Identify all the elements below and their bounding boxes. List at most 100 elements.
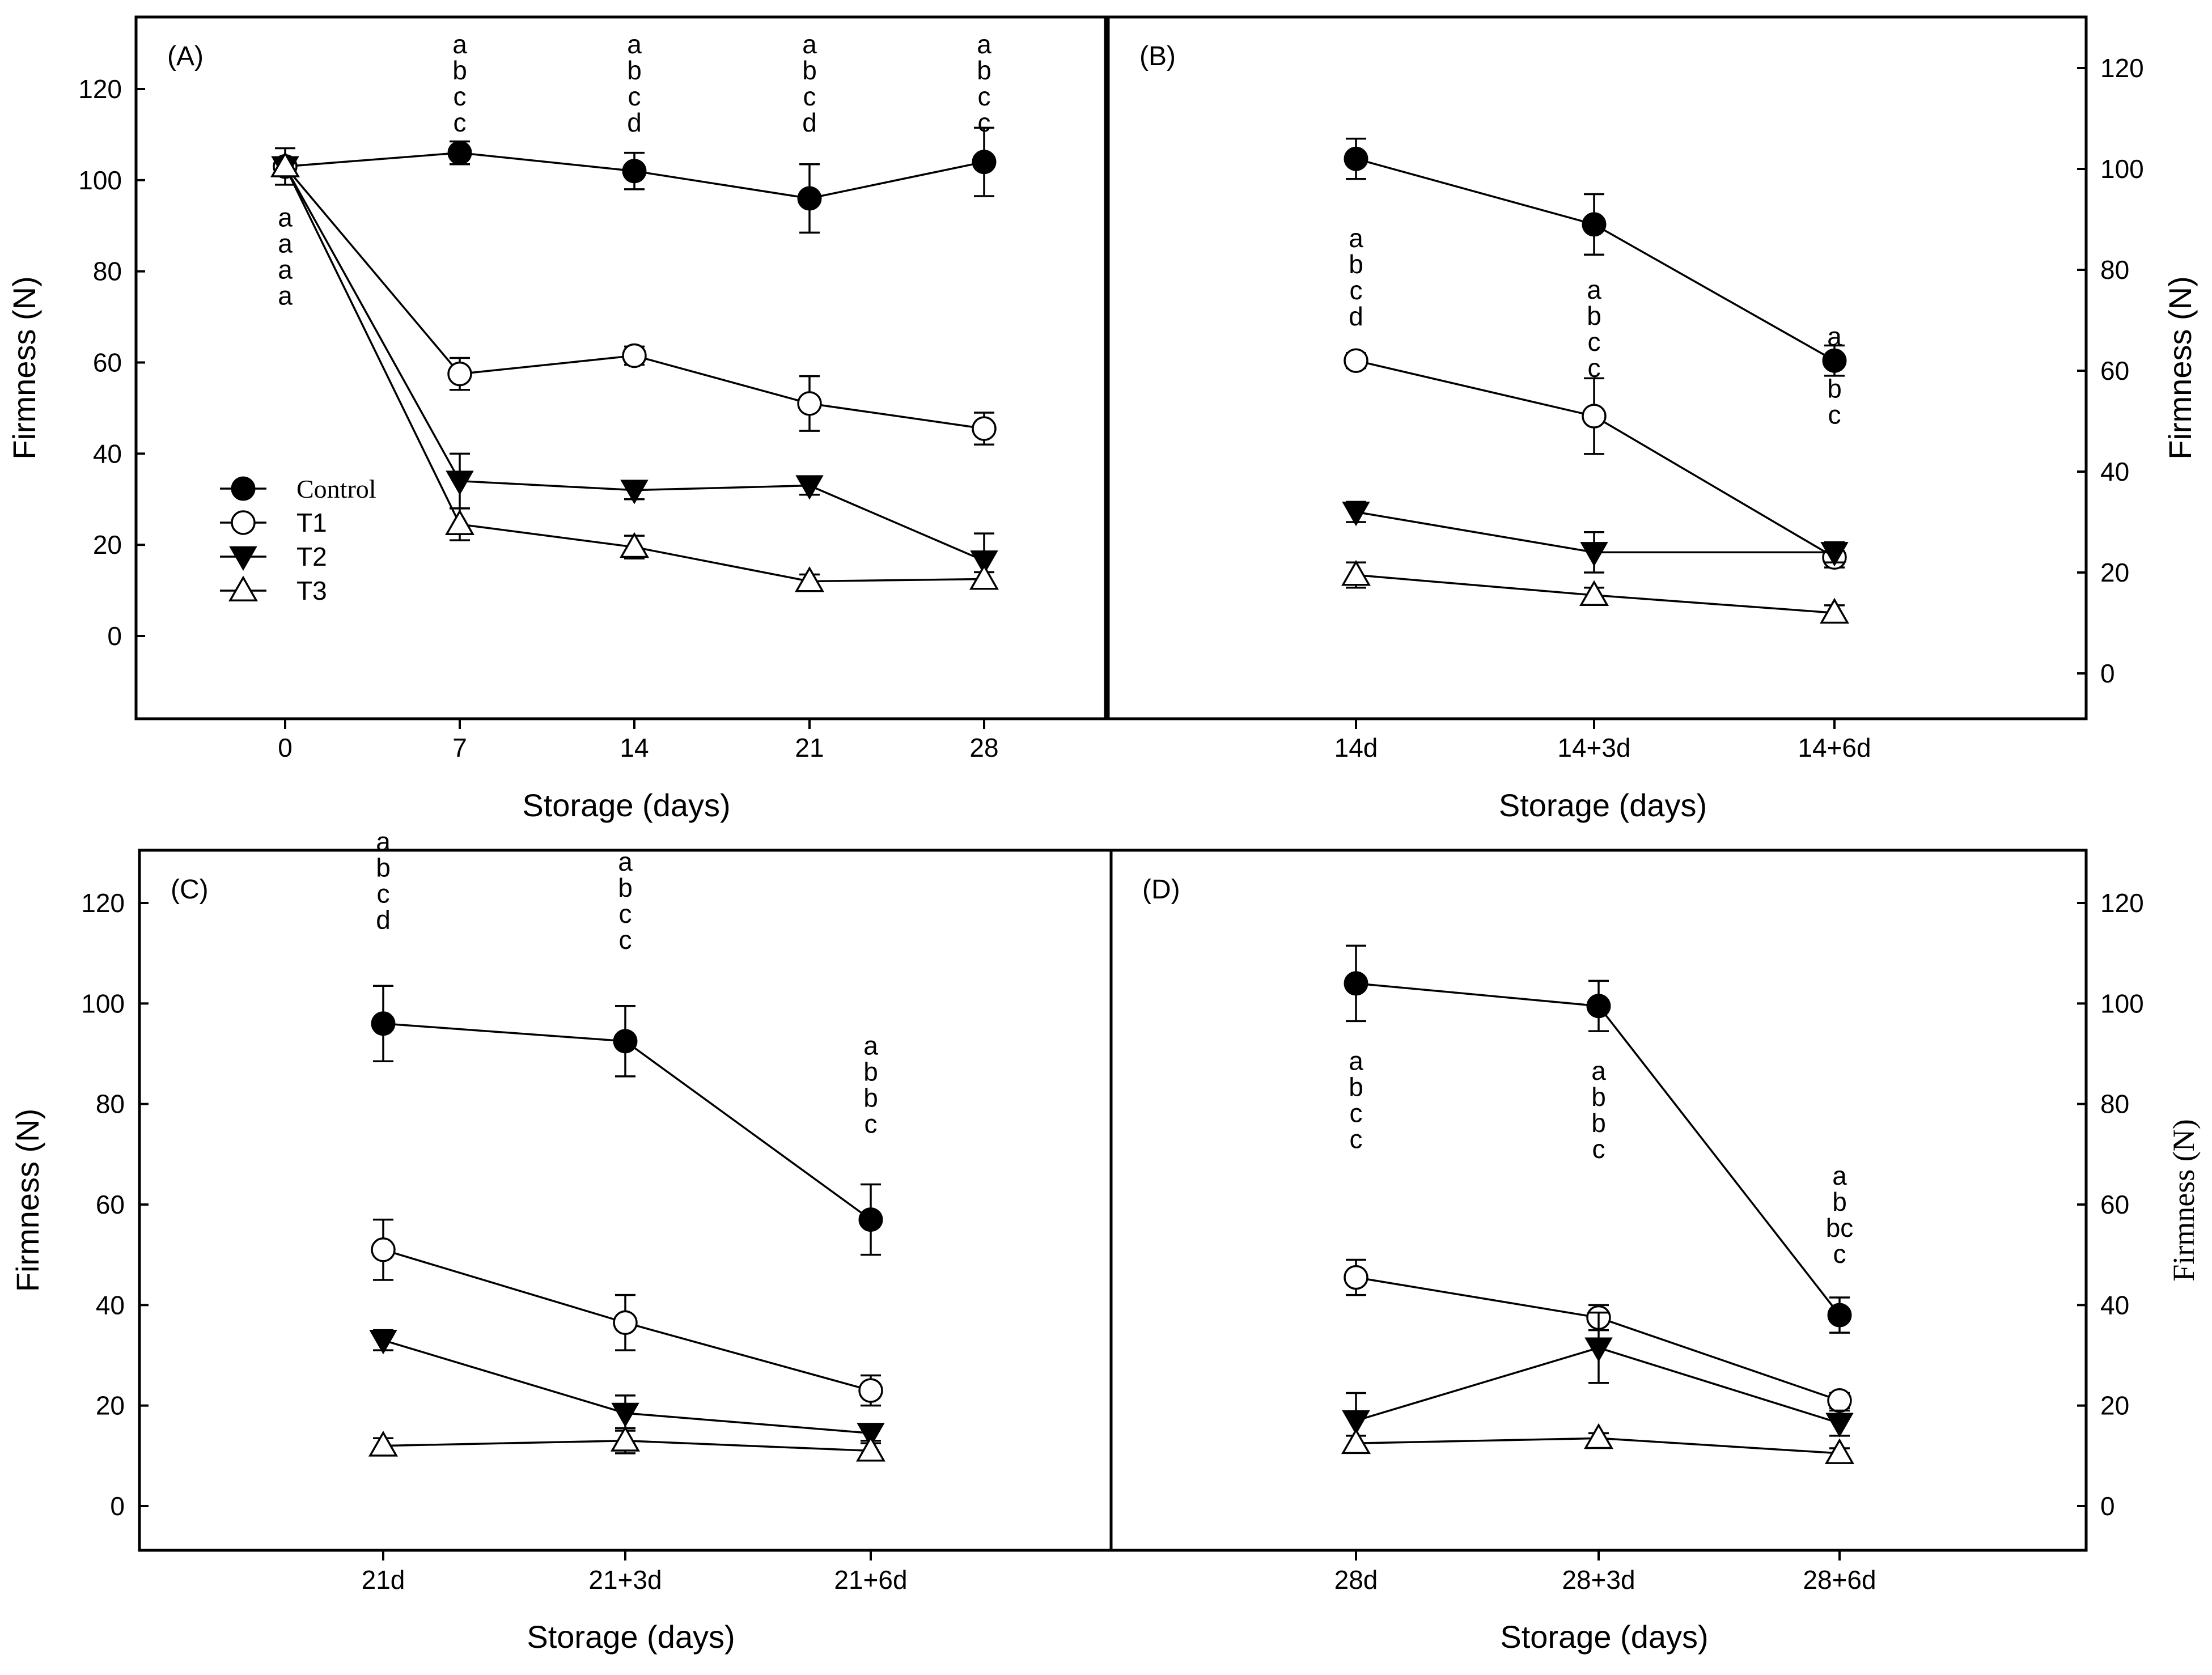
x-tick-label: 14+3d xyxy=(1557,733,1630,762)
y-tick-label: 100 xyxy=(2100,154,2144,184)
y-tick-label: 100 xyxy=(81,989,125,1018)
significance-letter: b xyxy=(1832,1187,1847,1216)
y-tick-label: 80 xyxy=(2100,255,2129,285)
y-tick-label: 20 xyxy=(96,1391,125,1420)
y-tick-label: 60 xyxy=(93,348,122,378)
significance-letter: b xyxy=(1349,1072,1363,1101)
significance-letter: c xyxy=(454,108,467,137)
significance-letter: a xyxy=(802,29,817,59)
legend-label: T1 xyxy=(296,508,327,537)
data-point xyxy=(970,550,998,575)
x-tick-label: 28d xyxy=(1334,1565,1378,1595)
significance-letter: a xyxy=(1832,1161,1847,1190)
data-point xyxy=(1820,542,1849,567)
data-point xyxy=(795,475,824,500)
x-tick-label: 28+6d xyxy=(1803,1565,1876,1595)
chart-panel-2: (B) 0 20 40 60 80 100 120 14d 14+3d 14+6d Storage (… xyxy=(1107,15,2198,823)
significance-letter: c xyxy=(619,925,632,955)
y-tick-label: 120 xyxy=(81,888,125,918)
panel-label: (A) xyxy=(167,41,204,71)
x-tick-label: 14+6d xyxy=(1798,733,1871,762)
y-tick-label: 120 xyxy=(2100,888,2144,918)
data-point xyxy=(1827,1388,1852,1413)
significance-letter: b xyxy=(1591,1082,1606,1112)
data-point xyxy=(1580,542,1608,567)
significance-letter: d xyxy=(376,905,391,934)
significance-letter: b xyxy=(627,56,642,85)
y-tick-label: 40 xyxy=(93,439,122,468)
significance-letter: a xyxy=(863,1031,878,1061)
y-tick-label: 40 xyxy=(2100,457,2129,486)
legend-marker xyxy=(231,510,256,535)
data-point xyxy=(972,416,997,441)
data-point xyxy=(447,361,472,387)
data-point xyxy=(1822,348,1847,373)
significance-letter: b xyxy=(1349,249,1363,279)
significance-letter: c xyxy=(1350,1124,1363,1154)
y-tick-label: 100 xyxy=(78,166,122,195)
series-control xyxy=(1344,944,1852,1334)
significance-letter: a xyxy=(627,29,642,59)
legend-item: T2 xyxy=(220,542,327,571)
x-tick-label: 14 xyxy=(620,733,649,762)
y-axis-title: Firmness (N) xyxy=(2162,276,2198,460)
panel-label: (C) xyxy=(171,875,209,905)
y-tick-label: 40 xyxy=(2100,1290,2129,1320)
data-point xyxy=(1584,1337,1613,1362)
data-point xyxy=(1827,1303,1852,1328)
data-point xyxy=(622,159,647,184)
plot-frame xyxy=(1107,15,2088,720)
significance-letter: b xyxy=(1591,1108,1606,1138)
significance-letter: b xyxy=(1827,347,1842,377)
significance-letter: b xyxy=(1587,301,1601,330)
legend-label: Control xyxy=(296,474,376,503)
data-point xyxy=(620,480,649,504)
significance-letter: c xyxy=(1833,1239,1846,1269)
significance-letter: a xyxy=(278,281,293,311)
significance-letter: b xyxy=(376,853,391,882)
y-tick-label: 40 xyxy=(96,1290,125,1320)
x-tick-label: 28+3d xyxy=(1562,1565,1635,1595)
x-tick-label: 21+3d xyxy=(588,1565,662,1595)
y-tick-label: 20 xyxy=(2100,1391,2129,1420)
significance-letter: d xyxy=(1349,302,1363,331)
y-tick-label: 80 xyxy=(2100,1089,2129,1119)
significance-letter: c xyxy=(1588,353,1601,383)
significance-letter: a xyxy=(376,826,391,856)
data-point xyxy=(972,150,997,175)
significance-letter: b xyxy=(452,56,467,85)
y-tick-label: 60 xyxy=(2100,1190,2129,1219)
significance-letter: c xyxy=(978,108,991,137)
x-tick-label: 14d xyxy=(1334,733,1378,762)
y-tick-label: 60 xyxy=(96,1190,125,1219)
significance-letter: c xyxy=(1350,1098,1363,1127)
y-tick-label: 20 xyxy=(2100,558,2129,587)
x-tick-label: 7 xyxy=(452,733,467,762)
y-tick-label: 80 xyxy=(93,257,122,286)
significance-letter: a xyxy=(1587,275,1601,304)
data-point xyxy=(368,1431,399,1457)
data-point xyxy=(797,391,822,416)
y-axis-title: Firmness (N) xyxy=(2167,1119,2201,1281)
x-axis-title: Storage (days) xyxy=(522,787,730,823)
panel-label: (B) xyxy=(1139,41,1176,71)
data-point xyxy=(619,532,650,558)
y-tick-label: 60 xyxy=(2100,356,2129,385)
data-point xyxy=(1824,1438,1855,1464)
data-point xyxy=(794,566,825,592)
y-tick-label: 120 xyxy=(2100,53,2144,83)
data-point xyxy=(447,141,472,166)
data-point xyxy=(1819,597,1850,624)
significance-letter: c xyxy=(803,82,816,111)
significance-letter: a xyxy=(977,29,991,59)
series-t1 xyxy=(273,154,997,446)
chart-panel-3: (C) 0 20 40 60 80 100 120 21d 21+3d 21+6d Storage (… xyxy=(10,826,1113,1655)
x-axis-title: Storage (days) xyxy=(1500,1619,1708,1655)
significance-letter: b xyxy=(863,1083,878,1113)
significance-letter: a xyxy=(452,29,467,59)
series-t3 xyxy=(270,151,999,592)
data-point xyxy=(613,1310,638,1335)
data-point xyxy=(1582,212,1607,237)
y-tick-label: 20 xyxy=(93,530,122,559)
